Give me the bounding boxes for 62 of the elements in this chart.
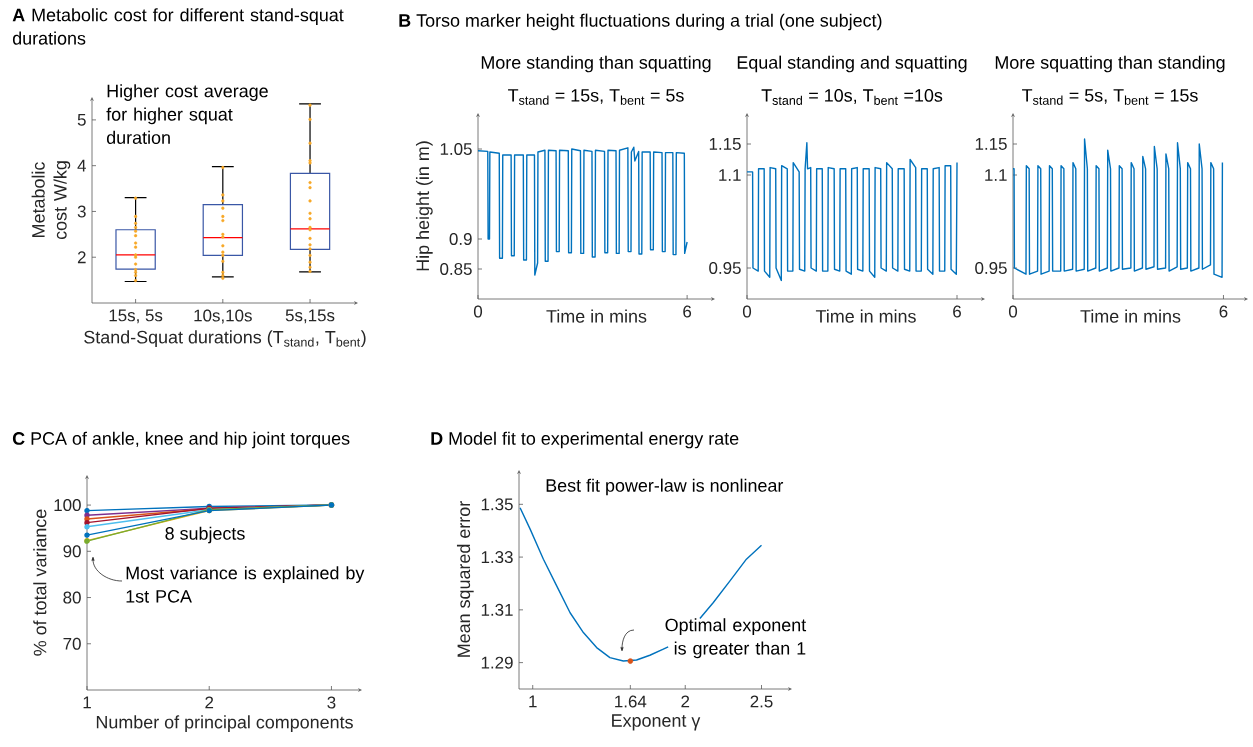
x-tick-label: 6 (683, 305, 692, 318)
y-axis-title: Mean squared error (456, 501, 474, 657)
x-tick-label: 1 (83, 696, 91, 709)
y-tick-label: 1.33 (481, 551, 513, 564)
x-tick-label: 3 (327, 696, 336, 709)
x-axis-title: Time in mins (1080, 309, 1181, 323)
y-tick-label: 80 (63, 591, 81, 604)
y-tick-label: 1.29 (481, 656, 513, 669)
x-tick-label: 10s,10s (194, 309, 252, 324)
y-tick-label: 4 (77, 159, 86, 172)
y-tick-label: 70 (63, 637, 81, 650)
annotation: Most variance is explained by 1st PCA (126, 566, 365, 603)
y-tick-label: 1.15 (709, 138, 741, 150)
annotation: Optimal exponent is greater than 1 (665, 618, 807, 659)
y-tick-label: 100 (54, 499, 81, 512)
y-axis-title: % of total variance (33, 509, 47, 656)
chart-subtitle: T$_{stand}$ = 15s, T$_{bent}$ = 5s (508, 89, 684, 105)
y-tick-label: 1.35 (481, 498, 513, 511)
y-tick-label: 5 (77, 113, 86, 126)
y-tick-label: 1.1 (719, 169, 741, 181)
x-tick-label: 6 (1219, 305, 1228, 318)
x-tick-label: 0 (742, 305, 752, 318)
x-tick-label: 6 (953, 305, 961, 318)
x-axis-title: Time in mins (546, 309, 647, 323)
annotation: Best fit power-law is nonlinear (546, 478, 784, 496)
y-tick-label: 1.15 (975, 138, 1007, 150)
x-axis-title: Number of principal components (96, 715, 353, 733)
y-tick-label: 1.1 (985, 169, 1007, 181)
y-tick-label: 1.31 (481, 603, 513, 616)
y-tick-label: 0.85 (440, 263, 472, 276)
y-tick-label: 3 (77, 205, 86, 218)
y-axis-title: Metabolic cost W/kg (31, 161, 71, 240)
y-tick-label: 0.9 (449, 233, 472, 246)
x-axis-title: Exponent γ (612, 714, 701, 731)
x-tick-label: 5s,15s (285, 309, 335, 324)
y-tick-label: 0.95 (975, 262, 1007, 275)
chart-subtitle: T$_{stand}$ = 10s, T$_{bent}$ =10s (761, 89, 943, 105)
x-tick-label: 0 (1008, 305, 1018, 318)
chart-title: D Model fit to experimental energy rate (431, 431, 739, 449)
x-tick-label: 2 (205, 696, 214, 709)
text: B Torso marker height fluctuations during a trial (one subject) (399, 13, 882, 31)
chart-subtitle: T$_{stand}$ = 5s, T$_{bent}$ = 15s (1022, 89, 1198, 105)
chart-title: Equal standing and squatting (737, 55, 967, 73)
y-tick-label: 1.05 (440, 143, 472, 155)
annotation: 8 subjects (165, 526, 245, 544)
x-tick-label: 0 (473, 305, 483, 318)
x-tick-label: 1.64 (615, 695, 647, 708)
y-tick-label: 0.95 (709, 262, 741, 275)
y-axis-title: Hip height (in m) (415, 141, 433, 271)
x-tick-label: 15s, 5s (109, 309, 163, 324)
x-tick-label: 1 (529, 695, 537, 708)
chart-title: A Metabolic cost for different stand-squat durations (12, 8, 344, 45)
x-tick-label: 2 (681, 695, 690, 708)
x-axis-title: Time in mins (815, 309, 916, 323)
x-tick-label: 2.5 (750, 695, 773, 708)
x-axis-title: Stand-Squat durations (T$_{stand}$, T$_{bent}$) (84, 330, 366, 348)
chart-title: C PCA of ankle, knee and hip joint torques (12, 431, 350, 449)
y-tick-label: 2 (77, 251, 86, 264)
chart-title: More standing than squatting (481, 55, 711, 73)
chart-title: More squatting than standing (995, 55, 1225, 73)
y-tick-label: 90 (63, 545, 81, 558)
annotation: Higher cost average for higher squat duration (106, 84, 268, 144)
